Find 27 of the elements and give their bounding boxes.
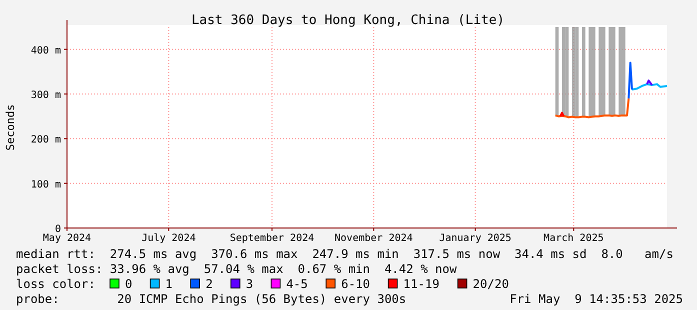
legend-label: 11-19: [403, 277, 440, 291]
y-tick-label: 300 m: [30, 90, 61, 101]
legend-label: 0: [125, 277, 132, 291]
legend-label: 2: [206, 277, 213, 291]
text: packet loss: 33.96 % avg 57.04 % max 0.67 % min 4.42 % now: [16, 262, 458, 276]
text: Fri May 9 14:35:53 2025: [510, 292, 683, 306]
x-tick-label: May 2024: [42, 233, 92, 244]
text: probe: 20 ICMP Echo Pings (56 Bytes) every 300s: [16, 292, 406, 306]
x-tick-label: September 2024: [230, 233, 314, 244]
text: median rtt: 274.5 ms avg 370.6 ms max 247.9 ms min 317.5 ms now 34.4 ms sd 8.0 am/s: [16, 247, 674, 261]
legend-label: 20/20: [472, 277, 509, 291]
legend-label: 6-10: [341, 277, 370, 291]
y-tick-label: 200 m: [30, 134, 61, 146]
line-series: [554, 97, 630, 118]
legend-label: 1: [165, 277, 173, 291]
x-tick-label: July 2024: [142, 233, 196, 244]
legend-label: 4-5: [286, 277, 308, 291]
x-tick-label: March 2025: [544, 233, 604, 244]
y-axis-title: Seconds: [4, 104, 17, 151]
x-tick-label: January 2025: [439, 233, 512, 244]
y-tick-label: 100 m: [30, 179, 61, 190]
x-tick-label: November 2024: [334, 233, 413, 244]
y-tick-label: 400 m: [30, 45, 61, 56]
y-tick-label: 0: [54, 224, 61, 235]
legend-title: loss color:: [16, 277, 96, 291]
chart-title: Last 360 Days to Hong Kong, China (Lite): [191, 13, 505, 28]
legend-label: 3: [246, 277, 254, 291]
